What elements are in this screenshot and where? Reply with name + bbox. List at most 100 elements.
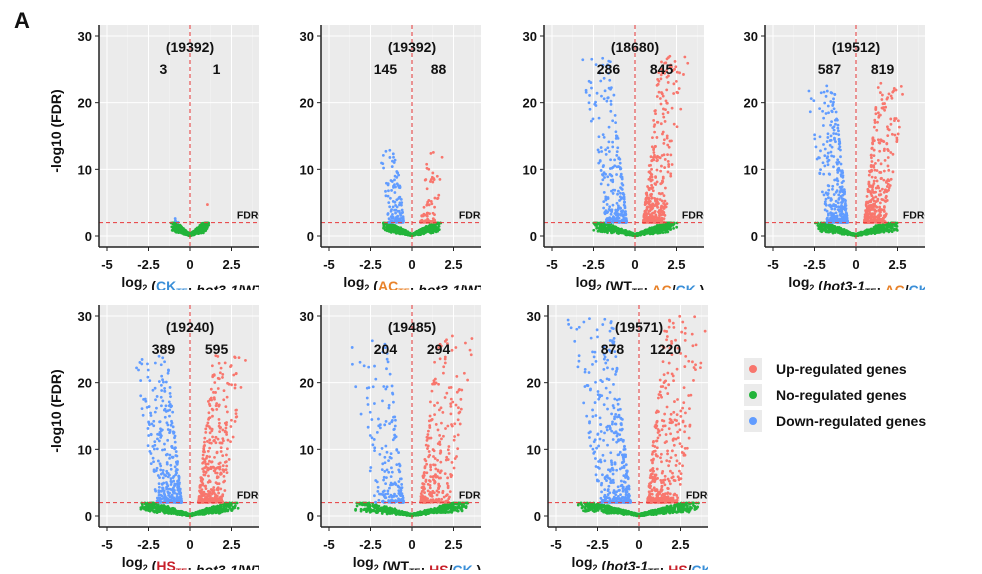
no-regulated-point bbox=[657, 224, 660, 227]
down-regulated-point bbox=[587, 101, 591, 105]
up-regulated-point bbox=[884, 105, 888, 109]
no-regulated-point bbox=[825, 223, 829, 227]
up-regulated-point bbox=[662, 115, 666, 119]
down-count-label: 145 bbox=[374, 61, 398, 77]
up-regulated-point bbox=[420, 214, 424, 218]
no-regulated-point bbox=[878, 230, 882, 234]
up-regulated-point bbox=[890, 96, 894, 100]
down-regulated-point bbox=[617, 220, 621, 224]
no-regulated-point bbox=[660, 229, 663, 233]
no-regulated-point bbox=[389, 231, 393, 234]
up-regulated-point bbox=[647, 197, 651, 201]
down-regulated-point bbox=[597, 161, 601, 165]
no-regulated-point bbox=[598, 227, 602, 231]
up-regulated-point bbox=[880, 106, 884, 110]
down-regulated-point bbox=[612, 215, 615, 219]
up-regulated-point bbox=[650, 196, 653, 200]
down-regulated-point bbox=[622, 197, 626, 201]
up-regulated-point bbox=[661, 179, 664, 183]
up-regulated-point bbox=[668, 54, 672, 58]
x-axis-label-part: : bbox=[643, 282, 651, 290]
up-regulated-point bbox=[870, 160, 874, 163]
up-regulated-point bbox=[886, 149, 890, 152]
up-regulated-point bbox=[651, 156, 655, 159]
down-regulated-point bbox=[599, 146, 603, 149]
down-regulated-point bbox=[837, 193, 841, 197]
up-regulated-point bbox=[867, 180, 871, 184]
x-tick-label: 0 bbox=[408, 257, 415, 272]
up-regulated-point bbox=[878, 149, 882, 153]
down-regulated-point bbox=[389, 179, 393, 182]
down-regulated-point bbox=[601, 133, 605, 137]
down-regulated-point bbox=[830, 154, 834, 158]
up-regulated-point bbox=[666, 170, 670, 174]
down-regulated-point bbox=[831, 204, 835, 208]
no-regulated-point bbox=[429, 224, 433, 227]
down-regulated-point bbox=[620, 188, 624, 191]
down-regulated-point bbox=[621, 191, 625, 195]
no-regulated-point bbox=[592, 228, 596, 232]
no-regulated-point bbox=[419, 230, 423, 234]
down-regulated-point bbox=[384, 149, 388, 153]
down-regulated-point bbox=[829, 150, 833, 154]
up-regulated-point bbox=[870, 207, 874, 210]
down-regulated-point bbox=[829, 138, 833, 142]
no-regulated-point bbox=[826, 226, 830, 230]
down-regulated-point bbox=[843, 190, 846, 194]
down-regulated-point bbox=[619, 213, 623, 217]
up-regulated-point bbox=[648, 186, 651, 190]
down-regulated-point bbox=[600, 94, 603, 98]
x-axis-label-part: ( bbox=[147, 278, 156, 290]
no-regulated-point bbox=[429, 231, 433, 235]
no-regulated-point bbox=[833, 227, 837, 231]
down-regulated-point bbox=[813, 133, 817, 137]
up-regulated-point bbox=[686, 61, 690, 65]
down-regulated-point bbox=[844, 199, 847, 203]
up-regulated-point bbox=[648, 213, 652, 216]
up-regulated-point bbox=[659, 122, 663, 126]
down-regulated-point bbox=[389, 219, 393, 222]
y-tick-label: 0 bbox=[85, 229, 92, 244]
up-regulated-point bbox=[647, 209, 651, 213]
down-regulated-point bbox=[840, 185, 844, 189]
up-regulated-point bbox=[643, 200, 647, 204]
up-regulated-point bbox=[664, 186, 667, 190]
up-regulated-point bbox=[884, 196, 888, 200]
up-regulated-point bbox=[678, 71, 681, 75]
up-regulated-point bbox=[882, 169, 886, 173]
no-regulated-point bbox=[888, 222, 892, 226]
down-regulated-point bbox=[825, 156, 829, 160]
up-regulated-point bbox=[432, 178, 436, 182]
down-regulated-point bbox=[386, 194, 390, 198]
down-regulated-point bbox=[844, 201, 847, 205]
volcano-plot-2: 0102030-5-2.502.55(19392)14588FDR<0.01lo… bbox=[251, 0, 481, 290]
up-regulated-point bbox=[659, 73, 663, 77]
down-regulated-point bbox=[399, 197, 403, 201]
up-regulated-point bbox=[883, 102, 886, 105]
down-regulated-point bbox=[832, 125, 836, 129]
up-regulated-point bbox=[657, 217, 661, 221]
down-regulated-point bbox=[831, 215, 835, 219]
up-regulated-point bbox=[206, 203, 209, 206]
no-regulated-point bbox=[887, 230, 891, 234]
up-regulated-point bbox=[644, 217, 648, 221]
up-regulated-point bbox=[431, 217, 435, 221]
up-regulated-point bbox=[665, 57, 669, 61]
no-regulated-point bbox=[819, 229, 823, 233]
down-regulated-point bbox=[827, 212, 830, 216]
down-regulated-point bbox=[622, 219, 626, 223]
up-regulated-point bbox=[884, 180, 888, 184]
x-axis-label-part: log bbox=[121, 274, 142, 290]
no-regulated-point bbox=[881, 228, 885, 232]
down-regulated-point bbox=[611, 119, 615, 123]
down-regulated-point bbox=[830, 219, 834, 223]
no-regulated-point bbox=[195, 231, 199, 235]
down-regulated-point bbox=[616, 192, 619, 196]
up-regulated-point bbox=[431, 171, 435, 175]
down-regulated-point bbox=[837, 205, 840, 209]
no-regulated-point bbox=[894, 224, 897, 228]
down-regulated-point bbox=[594, 100, 597, 104]
down-regulated-point bbox=[841, 189, 845, 192]
up-regulated-point bbox=[661, 94, 665, 98]
